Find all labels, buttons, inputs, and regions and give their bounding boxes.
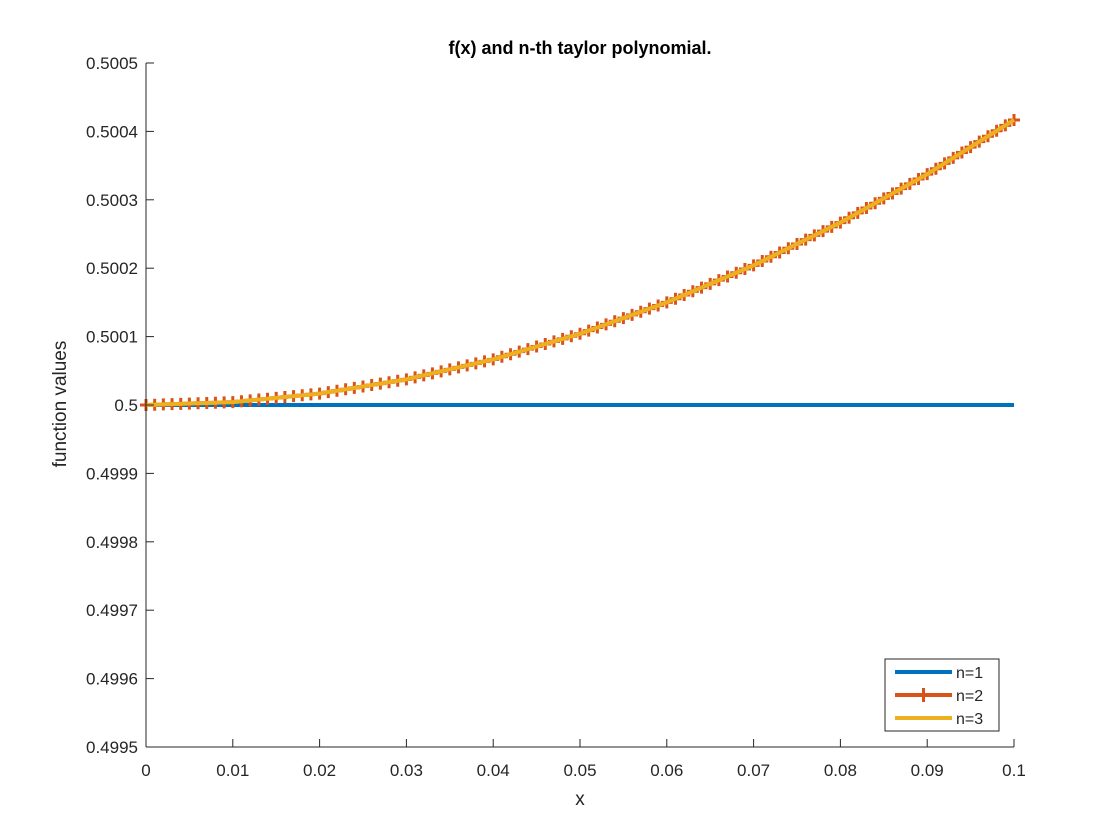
- y-tick-label: 0.4995: [86, 738, 138, 757]
- y-tick-label: 0.4999: [86, 464, 138, 483]
- x-tick-label: 0: [141, 761, 150, 780]
- x-tick-label: 0.02: [303, 761, 336, 780]
- legend-item-n=1: n=1: [895, 665, 983, 682]
- y-tick-label: 0.5004: [86, 122, 138, 141]
- y-tick-label: 0.5005: [86, 54, 138, 73]
- legend-label: n=1: [956, 665, 983, 682]
- x-tick-label: 0.07: [737, 761, 770, 780]
- x-tick-label: 0.04: [477, 761, 510, 780]
- y-tick-label: 0.4996: [86, 670, 138, 689]
- x-tick-label: 0.09: [911, 761, 944, 780]
- plot-lines: [140, 113, 1020, 411]
- legend-label: n=3: [956, 711, 983, 728]
- legend: n=1 n=2 n=3: [884, 658, 1000, 732]
- series-line-top-n=3: [145, 118, 1015, 407]
- series-marker: [1008, 113, 1020, 126]
- legend-marker: [917, 688, 930, 702]
- y-axis-label: function values: [50, 341, 71, 468]
- x-tick-label: 0.03: [390, 761, 423, 780]
- y-tick-label: 0.5: [114, 396, 138, 415]
- chart-title: f(x) and n-th taylor polynomial.: [448, 38, 711, 58]
- legend-label: n=2: [956, 688, 983, 705]
- x-tick-label: 0.05: [563, 761, 596, 780]
- x-tick-label: 0.06: [650, 761, 683, 780]
- y-tick-label: 0.4997: [86, 601, 138, 620]
- ticks: 0 0.01 0.02 0.03 0.04 0.05 0.06 0.07 0.08 0.09 0.1…: [86, 54, 1026, 780]
- legend-item-n=2: n=2: [895, 688, 983, 705]
- y-tick-label: 0.5003: [86, 191, 138, 210]
- x-axis-label: x: [575, 789, 585, 810]
- x-tick-label: 0.1: [1002, 761, 1026, 780]
- y-tick-label: 0.5001: [86, 328, 138, 347]
- x-tick-label: 0.01: [216, 761, 249, 780]
- y-tick-label: 0.4998: [86, 533, 138, 552]
- legend-item-n=3: n=3: [895, 711, 983, 728]
- y-tick-label: 0.5002: [86, 259, 138, 278]
- x-tick-label: 0.08: [824, 761, 857, 780]
